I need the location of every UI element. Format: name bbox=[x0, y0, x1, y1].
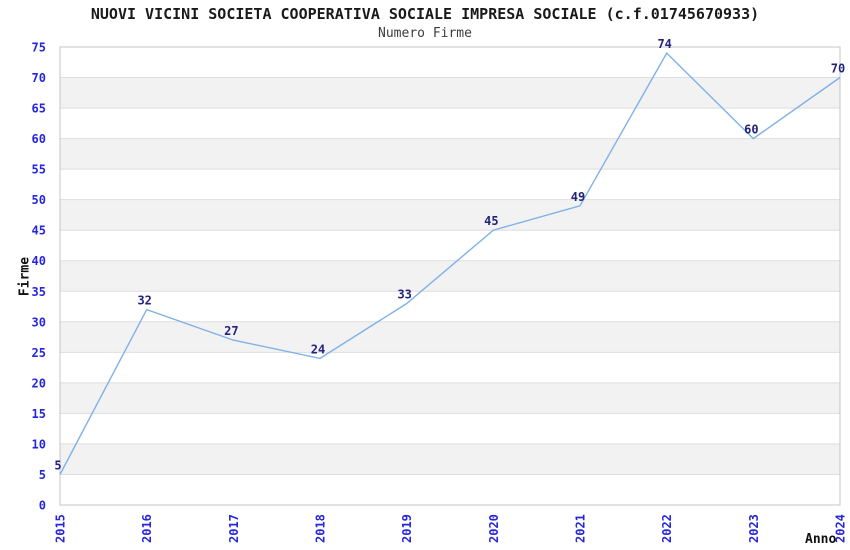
grid-band bbox=[60, 260, 840, 292]
point-label: 32 bbox=[137, 294, 151, 308]
y-tick-label: 65 bbox=[32, 102, 46, 116]
point-label: 74 bbox=[657, 37, 671, 51]
x-tick-label: 2017 bbox=[227, 514, 241, 543]
point-label: 60 bbox=[744, 123, 758, 137]
y-tick-label: 15 bbox=[32, 407, 46, 421]
x-tick-label: 2024 bbox=[834, 514, 848, 543]
point-label: 49 bbox=[571, 190, 585, 204]
y-tick-label: 35 bbox=[32, 285, 46, 299]
x-tick-label: 2023 bbox=[747, 514, 761, 543]
y-tick-label: 70 bbox=[32, 71, 46, 85]
y-tick-label: 30 bbox=[32, 315, 46, 329]
x-tick-label: 2018 bbox=[314, 514, 328, 543]
grid-band bbox=[60, 382, 840, 414]
y-tick-label: 20 bbox=[32, 376, 46, 390]
grid-band bbox=[60, 138, 840, 170]
plot-border bbox=[59, 46, 841, 506]
y-tick-label: 60 bbox=[32, 132, 46, 146]
chart-subtitle: Numero Firme bbox=[378, 26, 472, 41]
point-label: 5 bbox=[54, 458, 61, 472]
chart-title: NUOVI VICINI SOCIETA COOPERATIVA SOCIALE… bbox=[90, 5, 760, 23]
y-tick-label: 0 bbox=[39, 499, 46, 513]
y-tick-label: 75 bbox=[32, 41, 46, 55]
y-tick-label: 50 bbox=[32, 193, 46, 207]
grid-band bbox=[60, 199, 840, 231]
point-label: 45 bbox=[484, 214, 498, 228]
x-tick-label: 2015 bbox=[54, 514, 68, 543]
x-tick-label: 2022 bbox=[660, 514, 674, 543]
y-tick-label: 45 bbox=[32, 224, 46, 238]
grid-band bbox=[60, 443, 840, 475]
y-axis-label: Firme bbox=[17, 256, 33, 297]
y-tick-label: 5 bbox=[39, 468, 46, 482]
point-label: 70 bbox=[831, 62, 845, 76]
x-tick-label: 2020 bbox=[487, 514, 501, 543]
x-tick-label: 2016 bbox=[140, 514, 154, 543]
series-line bbox=[59, 51, 841, 475]
y-tick-label: 10 bbox=[32, 437, 46, 451]
point-label: 27 bbox=[224, 324, 238, 338]
x-axis-label: Anno bbox=[805, 532, 837, 547]
point-label: 33 bbox=[397, 287, 411, 301]
y-tick-label: 40 bbox=[32, 254, 46, 268]
x-tick-label: 2021 bbox=[574, 514, 588, 543]
grid-band bbox=[60, 321, 840, 353]
y-tick-label: 25 bbox=[32, 346, 46, 360]
grid-band bbox=[60, 77, 840, 109]
y-tick-label: 55 bbox=[32, 163, 46, 177]
x-tick-label: 2019 bbox=[400, 514, 414, 543]
point-label: 24 bbox=[311, 342, 325, 356]
